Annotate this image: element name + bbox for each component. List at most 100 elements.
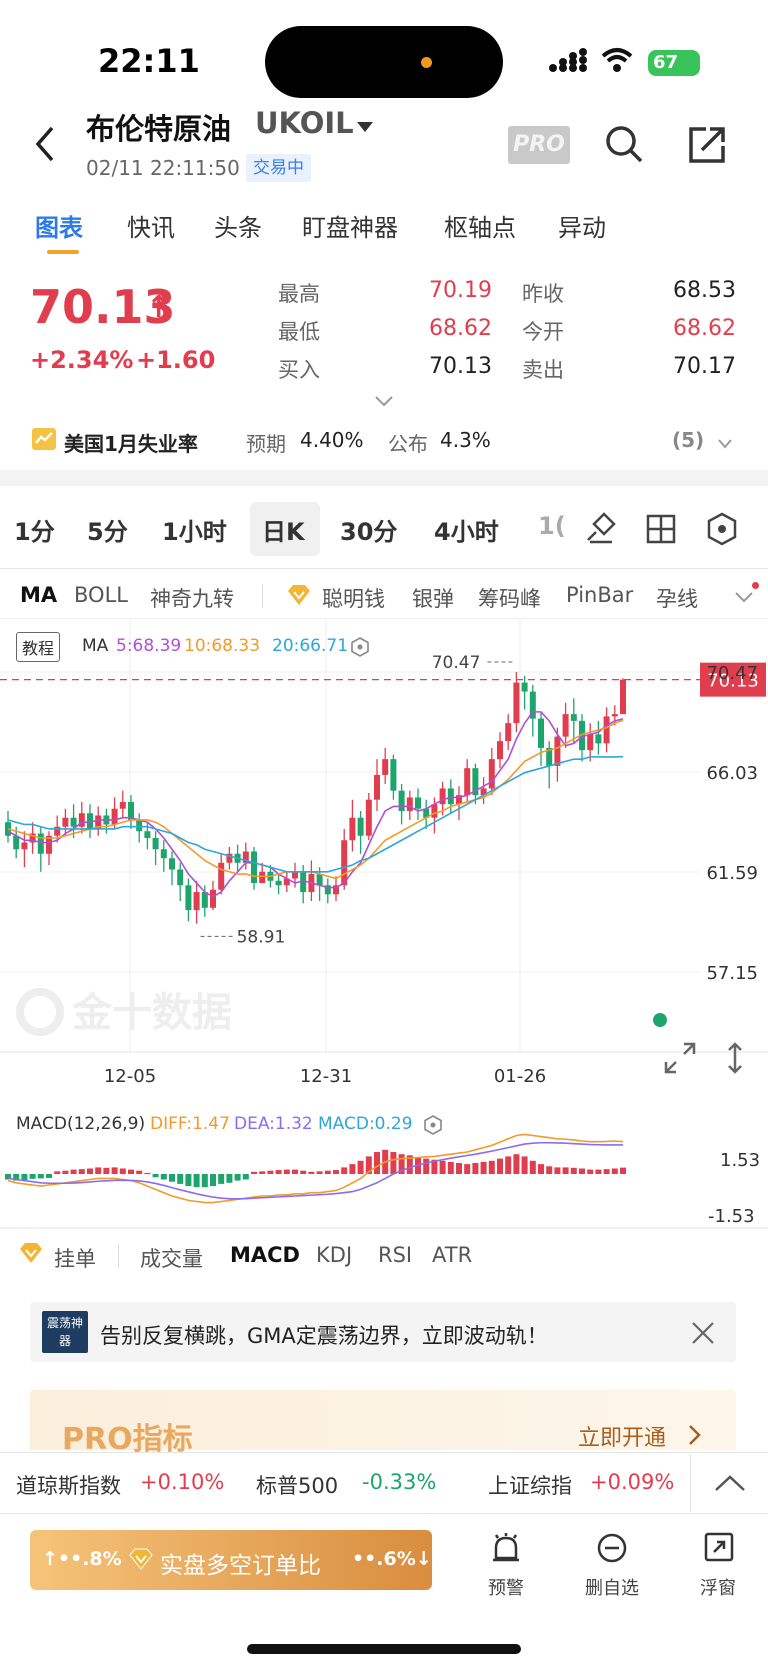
macd-bar <box>136 1170 143 1174</box>
index-dow-name: 道琼斯指数 <box>16 1474 121 1498</box>
grid-layout-icon[interactable] <box>646 514 676 548</box>
tab-flash[interactable]: 快讯 <box>127 214 175 242</box>
macd-bar <box>308 1171 315 1174</box>
tab-monitor[interactable]: 盯盘神器 <box>302 214 398 242</box>
close-icon[interactable] <box>690 1320 716 1350</box>
last-price: 70.13 <box>30 280 176 334</box>
indicator-boll[interactable]: BOLL <box>74 583 128 607</box>
tab-pivot[interactable]: 枢轴点 <box>444 214 516 242</box>
low-value: 68.62 <box>429 316 492 341</box>
settings-hex-icon[interactable] <box>706 512 738 550</box>
candle-body <box>37 833 44 854</box>
share-icon[interactable] <box>688 126 726 168</box>
date-axis-label: 12-31 <box>300 1066 352 1087</box>
macd-bar <box>365 1156 372 1174</box>
period-4h[interactable]: 4小时 <box>434 518 499 546</box>
tab-chart[interactable]: 图表 <box>35 214 83 242</box>
remove-watchlist-icon[interactable] <box>596 1532 628 1568</box>
candle-body <box>78 813 85 827</box>
tab-headlines[interactable]: 头条 <box>214 214 262 242</box>
pro-open-link[interactable]: 立即开通 <box>578 1426 667 1451</box>
macd-bar <box>111 1167 118 1174</box>
macd-bar <box>439 1160 446 1174</box>
back-icon[interactable] <box>32 124 56 168</box>
index-ticker-bar[interactable] <box>0 1452 768 1514</box>
candle-body <box>111 808 118 825</box>
tab-movement[interactable]: 异动 <box>558 214 606 242</box>
macd-bar <box>480 1161 487 1174</box>
candle-body <box>128 801 134 820</box>
indicator-ma[interactable]: MA <box>20 583 58 607</box>
period-more[interactable]: 1( <box>538 512 566 540</box>
pro-badge[interactable]: PRO <box>508 126 570 164</box>
chevron-right-icon[interactable] <box>688 1424 702 1450</box>
subtab-atr[interactable]: ATR <box>432 1243 473 1267</box>
candle-body <box>144 831 151 838</box>
chevron-up-icon[interactable] <box>714 1474 746 1496</box>
candle-body <box>546 747 553 766</box>
indicator-silver-bullet[interactable]: 银弹 <box>412 587 454 611</box>
macd-axis-bottom: -1.53 <box>708 1206 755 1227</box>
remove-watchlist-label[interactable]: 删自选 <box>585 1578 639 1599</box>
promo-banner[interactable] <box>30 1302 736 1362</box>
indicator-smart-money[interactable]: 聪明钱 <box>322 587 385 611</box>
subtab-volume[interactable]: 成交量 <box>140 1247 203 1271</box>
vertical-resize-icon[interactable] <box>724 1040 746 1080</box>
expand-chevron-icon[interactable] <box>374 392 394 411</box>
econ-count[interactable]: (5) <box>672 428 705 452</box>
macd-bar <box>472 1163 479 1174</box>
subtab-orders[interactable]: 挂单 <box>54 1247 96 1271</box>
period-1h[interactable]: 1小时 <box>162 518 227 546</box>
caret-down-icon[interactable] <box>356 118 374 137</box>
alert-icon[interactable] <box>490 1532 522 1568</box>
instrument-code[interactable]: UKOIL <box>255 106 354 140</box>
long-short-ratio-button[interactable] <box>30 1530 432 1590</box>
alert-label[interactable]: 预警 <box>488 1578 524 1599</box>
pro-indicator-banner[interactable] <box>30 1390 736 1450</box>
econ-title[interactable]: 美国1月失业率 <box>64 432 198 456</box>
period-30m[interactable]: 30分 <box>340 518 398 546</box>
candle-body <box>374 774 380 800</box>
period-1m[interactable]: 1分 <box>14 518 55 546</box>
section-divider <box>0 470 768 486</box>
indicator-pinbar[interactable]: PinBar <box>566 583 634 607</box>
period-active-bg <box>250 502 320 556</box>
macd-bar <box>611 1168 618 1174</box>
macd-bar <box>283 1169 290 1174</box>
promo-text[interactable]: 告别反复横跳，GMA定震荡边界，立即波动轨！ <box>100 1324 548 1348</box>
candle-body <box>95 815 102 829</box>
candle-body <box>242 851 249 863</box>
macd-settings-icon[interactable] <box>424 1115 442 1139</box>
macd-bar <box>423 1158 430 1174</box>
search-icon[interactable] <box>604 124 644 168</box>
macd-bar <box>316 1171 323 1174</box>
tutorial-badge[interactable]: 教程 <box>16 632 61 662</box>
ma-settings-icon[interactable] <box>351 637 369 661</box>
draw-tool-icon[interactable] <box>584 512 616 548</box>
prev-close-label: 昨收 <box>522 282 564 306</box>
subtab-macd[interactable]: MACD <box>230 1243 300 1267</box>
candle-body <box>333 885 339 895</box>
subtab-rsi[interactable]: RSI <box>378 1243 413 1267</box>
ask-label: 卖出 <box>522 358 564 382</box>
ratio-diamond-icon <box>128 1548 154 1574</box>
candle-body <box>513 682 520 724</box>
price-axis-label: 70.47 <box>706 663 758 684</box>
chevron-down-icon[interactable] <box>718 434 732 453</box>
float-window-icon[interactable] <box>704 1532 734 1566</box>
float-window-label[interactable]: 浮窗 <box>700 1578 736 1599</box>
indicator-inside-bar[interactable]: 孕线 <box>656 587 698 611</box>
econ-expected-label: 预期 <box>246 432 286 456</box>
index-divider <box>690 1454 691 1512</box>
candle-body <box>497 741 503 760</box>
macd-bar <box>374 1152 380 1174</box>
period-day[interactable]: 日K <box>262 518 305 546</box>
indicator-chip-peak[interactable]: 筹码峰 <box>478 587 541 611</box>
indicator-td9[interactable]: 神奇九转 <box>150 587 234 611</box>
candle-body <box>136 819 143 832</box>
subtab-kdj[interactable]: KDJ <box>316 1243 353 1267</box>
fullscreen-icon[interactable] <box>662 1040 698 1080</box>
period-5m[interactable]: 5分 <box>87 518 128 546</box>
indicator-expand-icon[interactable] <box>734 590 754 609</box>
